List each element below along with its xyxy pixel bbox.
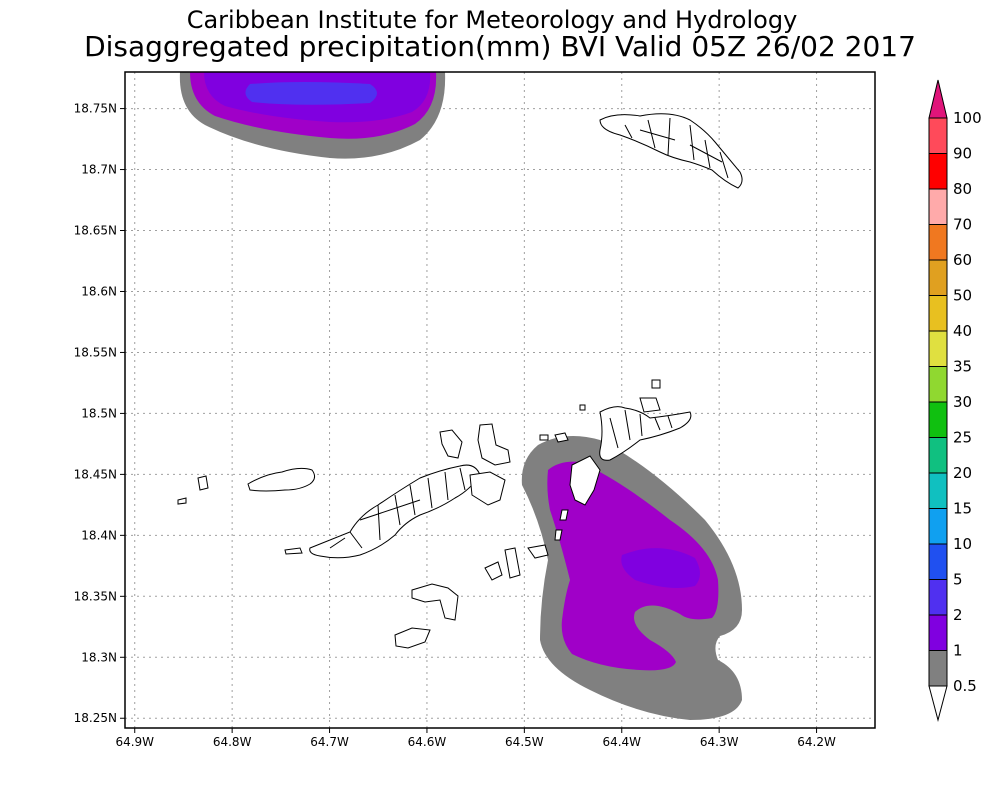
legend-label-14: 2 [953,606,963,624]
lon-tick-label: 64.5W [505,735,544,749]
lat-tick-label: 18.35N [74,589,117,603]
legend-swatch-14 [928,614,948,651]
legend-label-1: 90 [953,145,972,163]
legend-label-15: 1 [953,642,963,660]
color-legend: 100 90 80 70 60 50 40 35 30 25 20 15 10 5 2 1 0.5 [928,79,982,722]
island-northeast-detail [624,117,729,179]
island-northeast [599,113,743,189]
legend-swatch-3 [928,224,948,261]
lon-tick-label: 64.8W [213,735,252,749]
legend-label-13: 5 [953,571,963,589]
island-east-2 [569,455,601,506]
legend-swatch-13 [928,579,948,616]
islands [177,113,743,649]
island-south-4 [504,547,521,579]
island-tortola-detail [329,467,466,549]
island-east-3 [639,397,661,413]
legend-label-11: 15 [953,500,972,518]
lat-tick-label: 18.3N [81,650,117,664]
lat-tick-label: 18.45N [74,467,117,481]
legend-label-4: 60 [953,251,972,269]
precipitation-shading [179,72,742,720]
island-east-1-detail [609,409,673,449]
island-east-6 [579,404,586,411]
axes: 18.75N 18.7N 18.65N 18.6N 18.55N 18.5N 18.45N 1… [74,102,836,749]
legend-label-8: 30 [953,393,972,411]
island-mid-3 [469,471,506,506]
legend-swatch-8 [928,401,948,438]
title-product: Disaggregated precipitation(mm) BVI Vali… [84,30,916,63]
legend-label-3: 70 [953,216,972,234]
island-east-1 [599,406,692,461]
island-mid-2 [477,423,511,466]
legend-label-2: 80 [953,180,972,198]
island-east-9 [539,434,549,441]
island-west-2 [284,547,303,555]
lat-tick-label: 18.7N [81,163,117,177]
legend-swatch-11 [928,508,948,545]
se-cell-2mm [621,548,700,588]
lat-tick-label: 18.6N [81,284,117,298]
lon-tick-label: 64.3W [700,735,739,749]
lat-tick-label: 18.75N [74,102,117,116]
island-south-5 [527,544,549,559]
island-south-1 [411,583,459,621]
lon-tick-label: 64.4W [602,735,641,749]
legend-label-6: 40 [953,322,972,340]
legend-swatch-10 [928,472,948,509]
legend-label-16: 0.5 [953,677,977,695]
legend-swatch-4 [928,259,948,296]
lat-tick-label: 18.65N [74,224,117,238]
legend-label-0: 100 [953,109,982,127]
lat-tick-label: 18.5N [81,406,117,420]
plot-area [125,72,875,728]
legend-swatch-12 [928,543,948,580]
legend-label-9: 25 [953,429,972,447]
title-institute: Caribbean Institute for Meteorology and … [187,6,798,34]
lat-tick-label: 18.4N [81,528,117,542]
legend-swatch-bottom [928,650,948,687]
legend-swatch-0 [928,117,948,154]
island-mid-1 [439,429,463,459]
island-west-3 [197,475,209,491]
lon-tick-label: 64.9W [115,735,154,749]
legend-label-5: 50 [953,287,972,305]
island-east-4 [651,379,661,389]
legend-label-7: 35 [953,358,972,376]
legend-label-10: 20 [953,464,972,482]
legend-bottom-arrow [928,685,948,722]
lat-tick-label: 18.55N [74,345,117,359]
legend-swatch-5 [928,295,948,332]
legend-swatch-6 [928,330,948,367]
legend-swatch-1 [928,153,948,190]
island-east-5 [554,432,569,443]
lat-tick-label: 18.25N [74,711,117,725]
island-east-8 [554,529,563,541]
legend-swatch-9 [928,437,948,474]
lon-tick-label: 64.6W [408,735,447,749]
nw-cell-5mm [245,82,377,105]
lon-tick-label: 64.2W [797,735,836,749]
island-west-1 [247,467,316,492]
legend-swatch-7 [928,366,948,403]
legend-label-12: 10 [953,535,972,553]
island-south-2 [394,627,431,649]
legend-swatch-2 [928,188,948,225]
island-south-3 [484,561,503,581]
legend-top-arrow [928,79,948,119]
island-west-4 [177,497,187,505]
island-east-7 [559,509,569,521]
lon-tick-label: 64.7W [310,735,349,749]
plot-frame [124,71,876,729]
